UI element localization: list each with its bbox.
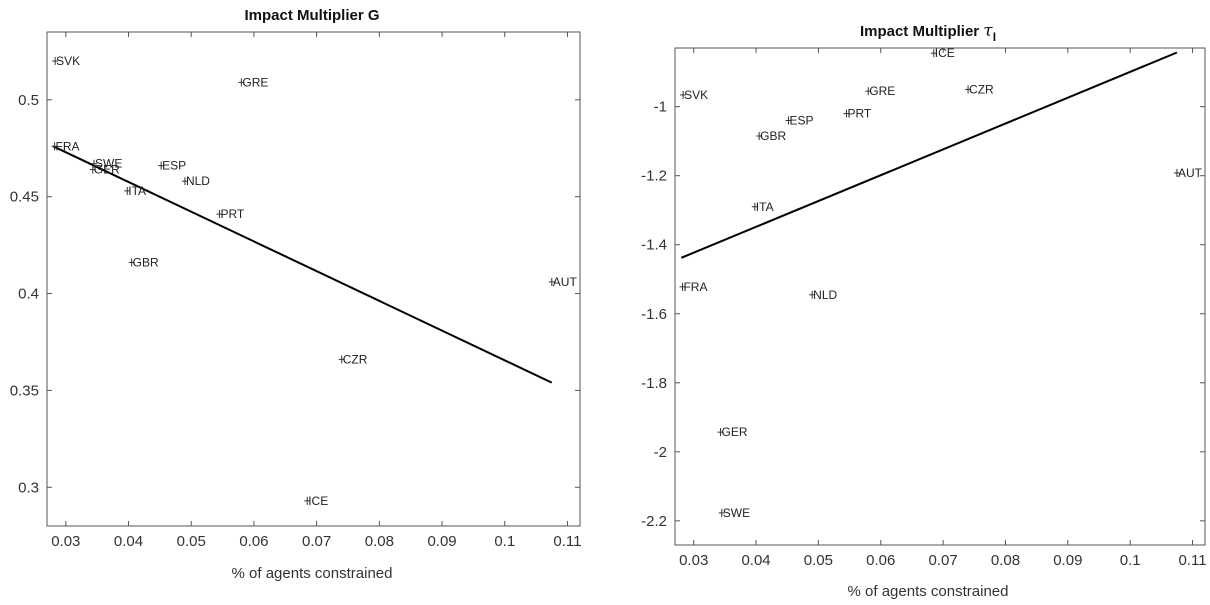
- x-tick-label: 0.03: [51, 533, 80, 550]
- chart-tau-multiplier: Impact Multiplier τI % of agents constra…: [641, 21, 1206, 600]
- data-point-label: PRT: [847, 107, 871, 121]
- data-point-label: CZR: [343, 352, 368, 366]
- chart-title: Impact Multiplier G: [244, 7, 379, 24]
- data-point-label: NLD: [813, 288, 837, 302]
- data-point-label: ESP: [789, 113, 813, 127]
- x-tick-label: 0.09: [427, 533, 456, 550]
- data-point-label: CZR: [969, 82, 994, 96]
- fit-line: [680, 51, 1178, 259]
- x-tick-label: 0.05: [177, 533, 206, 550]
- data-point-label: ICE: [308, 494, 328, 508]
- y-tick-label: 0.5: [18, 92, 39, 109]
- data-point-label: GBR: [133, 256, 159, 270]
- data-point-label: FRA: [56, 139, 80, 153]
- y-tick-label: -2.2: [641, 513, 667, 530]
- plot-area: [46, 31, 581, 527]
- x-tick-label: 0.04: [114, 533, 143, 550]
- x-tick-label: 0.06: [239, 533, 268, 550]
- y-tick-label: -1.6: [641, 306, 667, 323]
- x-tick-label: 0.06: [866, 552, 895, 569]
- y-tick-label: -2: [654, 444, 667, 461]
- data-point-label: SWE: [95, 157, 122, 171]
- data-point-label: AUT: [553, 275, 578, 289]
- x-tick-label: 0.1: [494, 533, 515, 550]
- x-axis-label: % of agents constrained: [848, 583, 1009, 600]
- y-tick-label: 0.35: [10, 382, 39, 399]
- data-point-label: SVK: [56, 54, 80, 68]
- data-point-label: FRA: [683, 280, 707, 294]
- data-point-label: AUT: [1178, 166, 1203, 180]
- data-point-label: ITA: [128, 184, 146, 198]
- data-point-label: GRE: [242, 75, 268, 89]
- data-point-label: SVK: [684, 88, 708, 102]
- data-point-label: GER: [722, 425, 748, 439]
- y-tick-label: -1.4: [641, 237, 667, 254]
- data-point-label: SWE: [723, 506, 750, 520]
- plot-area: [674, 47, 1206, 546]
- tau-symbol: τ: [983, 21, 993, 41]
- y-tick-label: -1.8: [641, 375, 667, 392]
- data-point-label: GRE: [869, 84, 895, 98]
- y-tick-label: 0.4: [18, 286, 39, 303]
- data-point-label: ICE: [935, 46, 955, 60]
- y-tick-label: 0.3: [18, 479, 39, 496]
- x-tick-label: 0.03: [679, 552, 708, 569]
- x-tick-label: 0.09: [1053, 552, 1082, 569]
- x-tick-label: 0.08: [365, 533, 394, 550]
- data-point-label: GBR: [760, 129, 786, 143]
- x-tick-label: 0.07: [302, 533, 331, 550]
- data-point-label: NLD: [186, 174, 210, 188]
- x-axis-label: % of agents constrained: [232, 565, 393, 582]
- data-point-label: ITA: [756, 200, 774, 214]
- y-tick-label: -1: [654, 99, 667, 116]
- y-tick-label: -1.2: [641, 168, 667, 185]
- data-point-label: GER: [94, 163, 120, 177]
- x-tick-label: 0.08: [991, 552, 1020, 569]
- chart-title: Impact Multiplier τI: [860, 21, 996, 44]
- title-subscript: I: [993, 30, 996, 44]
- data-point-label: PRT: [220, 207, 244, 221]
- chart-g-multiplier: Impact Multiplier G % of agents constrai…: [10, 7, 582, 582]
- x-tick-label: 0.11: [553, 533, 581, 550]
- data-point-label: ESP: [162, 159, 186, 173]
- x-tick-label: 0.1: [1120, 552, 1141, 569]
- x-tick-label: 0.07: [929, 552, 958, 569]
- x-tick-label: 0.05: [804, 552, 833, 569]
- x-tick-label: 0.11: [1178, 552, 1206, 569]
- y-tick-label: 0.45: [10, 189, 39, 206]
- x-tick-label: 0.04: [741, 552, 770, 569]
- fit-line: [52, 145, 553, 384]
